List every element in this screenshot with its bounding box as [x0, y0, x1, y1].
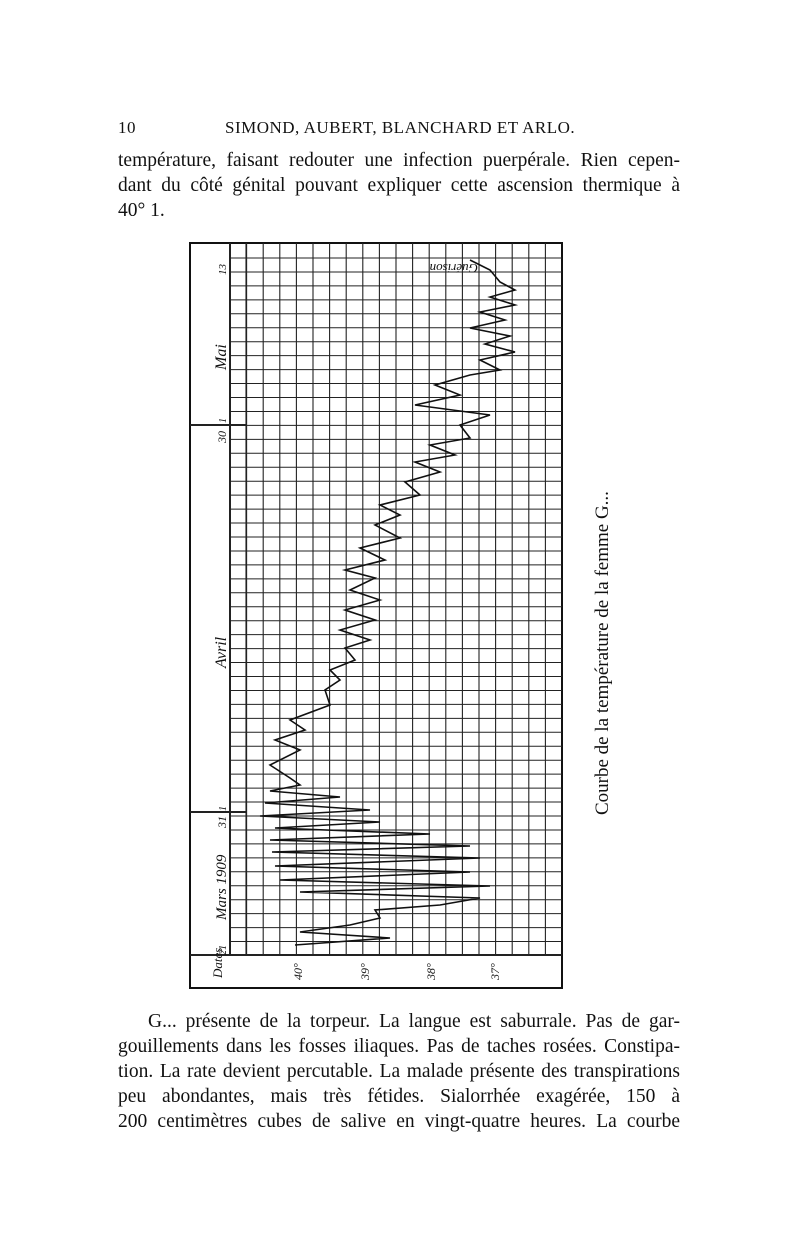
date-label: Mai — [213, 344, 230, 371]
text-line: dant du côté génital pouvant expliquer c… — [118, 175, 680, 196]
annotation: Guérison — [430, 261, 478, 276]
running-title: SIMOND, AUBERT, BLANCHARD ET ARLO. — [225, 118, 576, 137]
date-label: Avril — [213, 636, 230, 669]
date-label: 13 — [217, 264, 229, 276]
text-line: température, faisant redouter une infect… — [118, 150, 680, 171]
temperature-label: 38° — [424, 963, 438, 981]
dates-label: Dates — [210, 948, 225, 979]
text-line: tion. La rate devient percutable. La mal… — [118, 1061, 680, 1082]
text-line: 200 centimètres cubes de salive en vingt… — [118, 1111, 680, 1132]
temperature-label: 39° — [358, 963, 372, 981]
text-line: gouillements dans les fosses iliaques. P… — [118, 1036, 680, 1057]
text-line: 40° 1. — [118, 200, 165, 221]
date-label: 1 — [218, 418, 229, 423]
grid — [190, 243, 562, 956]
temperature-label: 37° — [488, 963, 502, 981]
text-line: G... présente de la torpeur. La langue e… — [148, 1011, 680, 1032]
date-label: 31 — [215, 816, 229, 829]
text-line: peu abondantes, mais très fétides. Sialo… — [118, 1086, 680, 1107]
temperature-curve — [259, 259, 519, 946]
date-label: 21 — [218, 945, 229, 955]
page-number: 10 — [118, 118, 136, 137]
temperature-label: 40° — [291, 963, 305, 980]
date-label: Mars 1909 — [214, 854, 230, 921]
date-label: 30 — [215, 431, 229, 444]
figure-caption: Courbe de la température de la femme G..… — [592, 491, 613, 815]
frame — [189, 242, 563, 989]
date-label: 1 — [218, 806, 229, 811]
